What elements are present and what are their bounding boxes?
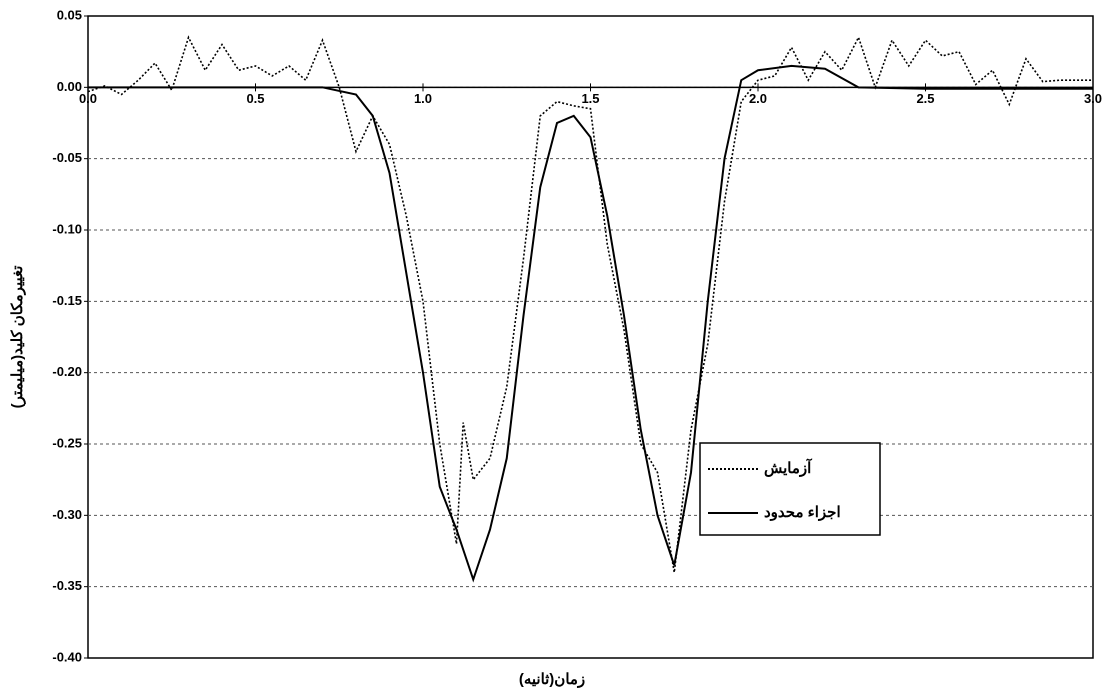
- x-tick-label: 2.0: [749, 91, 767, 106]
- x-tick-label: 0.0: [79, 91, 97, 106]
- x-tick-label: 1.0: [414, 91, 432, 106]
- x-tick-label: 0.5: [246, 91, 264, 106]
- x-axis-title: زمان(ثانیه): [519, 671, 585, 688]
- legend: آزمایش اجزاء محدود: [699, 442, 881, 536]
- x-tick-label: 2.5: [916, 91, 934, 106]
- y-axis-title: تغییرمکان کلید(میلیمتر): [9, 266, 26, 409]
- y-tick-label: -0.05: [52, 150, 82, 165]
- x-tick-label: 1.5: [581, 91, 599, 106]
- legend-label: آزمایش: [764, 458, 813, 477]
- x-tick-label: 3.0: [1084, 91, 1102, 106]
- plot-frame: [87, 15, 1094, 659]
- series-line: [88, 64, 1093, 583]
- legend-box: [699, 442, 881, 536]
- series-line: [87, 35, 1093, 573]
- y-tick-label: -0.40: [52, 649, 82, 664]
- y-tick-label: -0.35: [52, 578, 82, 593]
- y-tick-label: -0.20: [52, 364, 82, 379]
- legend-label: اجزاء محدود: [764, 504, 841, 521]
- y-tick-label: -0.15: [52, 293, 82, 308]
- y-tick-label: 0.05: [57, 7, 82, 22]
- y-tick-label: -0.10: [52, 221, 82, 236]
- y-tick-label: -0.25: [52, 435, 82, 450]
- y-tick-label: 0.00: [57, 79, 82, 94]
- y-tick-label: -0.30: [52, 507, 82, 522]
